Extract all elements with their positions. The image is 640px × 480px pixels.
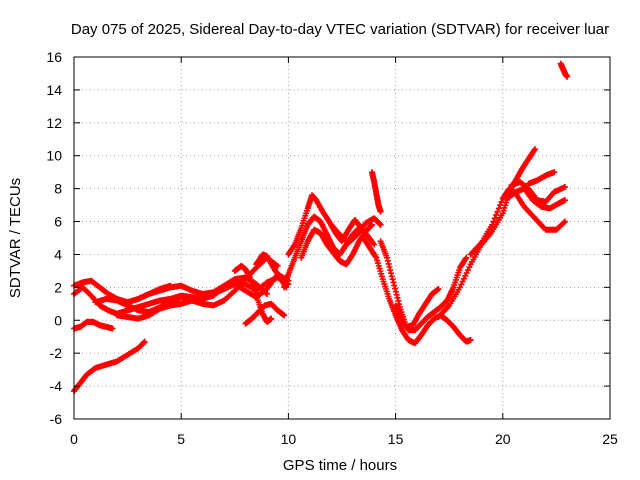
y-tick-label: 12 (46, 115, 62, 131)
data-point-arc-17 (390, 279, 397, 286)
interp-point-arc-20 (491, 215, 498, 222)
data-point-arc-1 (141, 338, 148, 345)
data-point-arc-13 (369, 221, 376, 228)
interp-point-arc-20 (495, 205, 502, 212)
y-tick-label: 2 (54, 279, 62, 295)
y-tick-label: 4 (54, 246, 62, 262)
y-tick-label: 14 (46, 82, 62, 98)
interp-point-arc-17 (392, 288, 399, 295)
data-point-arc-23 (551, 169, 558, 176)
interp-point-arc-20 (498, 198, 505, 205)
x-tick-label: 5 (177, 431, 185, 447)
data-point-arc-22 (561, 183, 568, 190)
y-tick-label: 8 (54, 181, 62, 197)
interp-point-arc-17 (393, 291, 400, 298)
y-tick-label: -2 (50, 345, 63, 361)
data-point-arc-11 (371, 241, 378, 248)
interp-point-arc-20 (493, 211, 500, 218)
interp-point-arc-17 (395, 297, 402, 304)
y-tick-label: 6 (54, 214, 62, 230)
y-tick-label: 16 (46, 49, 62, 65)
y-tick-label: -6 (50, 411, 63, 427)
interp-point-arc-20 (560, 219, 567, 226)
data-point-arc-5 (274, 262, 281, 269)
chart-title: Day 075 of 2025, Sidereal Day-to-day VTE… (71, 21, 609, 38)
x-axis-label: GPS time / hours (283, 457, 397, 474)
plot-frame (73, 56, 611, 420)
interp-point-arc-13 (368, 222, 375, 229)
x-tick-label: 25 (602, 431, 618, 447)
data-point-arc-19 (531, 146, 538, 153)
x-tick-label: 0 (70, 431, 78, 447)
interp-point-arc-17 (389, 276, 396, 283)
interp-point-arc-20 (494, 208, 501, 215)
interp-point-arc-1 (140, 339, 147, 346)
data-point-arc-7 (167, 282, 174, 289)
interp-point-arc-14 (376, 221, 383, 228)
data-point-arc-18 (463, 254, 470, 261)
interp-point-arc-17 (388, 270, 395, 277)
x-tick-label: 15 (388, 431, 404, 447)
data-point-arc-2 (109, 325, 116, 332)
data-point-arc-20 (489, 221, 496, 228)
axis-ticks: 0 5 10 15 20 25 -6 -4 -2 0 2 4 6 8 10 12 14 16 (46, 49, 618, 447)
y-tick-label: 10 (46, 148, 62, 164)
interp-point-arc-17 (386, 264, 393, 271)
data-point-arc-14 (377, 221, 384, 228)
x-tick-label: 20 (495, 431, 511, 447)
data-point-arc-24 (564, 73, 571, 80)
data-point-arc-16 (467, 337, 474, 344)
data-point-arc-9 (281, 312, 288, 319)
y-tick-label: 0 (54, 312, 62, 328)
data-point-arc-17 (384, 254, 391, 261)
interp-point-arc-17 (387, 267, 394, 274)
interp-point-arc-17 (384, 257, 391, 264)
interp-point-arc-17 (392, 285, 399, 292)
y-tick-label: -4 (50, 378, 63, 394)
interp-point-arc-17 (385, 260, 392, 267)
data-point-arc-15 (377, 208, 384, 215)
data-point-arc-17 (435, 286, 442, 293)
data-point-arc-21 (561, 197, 568, 204)
y-axis-label: SDTVAR / TECUs (7, 178, 24, 298)
data-point-arc-8 (268, 315, 275, 322)
interp-point-arc-17 (396, 301, 403, 308)
interp-point-arc-20 (490, 218, 497, 225)
interp-point-arc-17 (391, 282, 398, 289)
interp-point-arc-17 (388, 273, 395, 280)
x-tick-label: 10 (281, 431, 297, 447)
interp-point-arc-17 (394, 294, 401, 301)
data-point-arc-20 (561, 218, 568, 225)
interp-point-arc-20 (497, 202, 504, 209)
